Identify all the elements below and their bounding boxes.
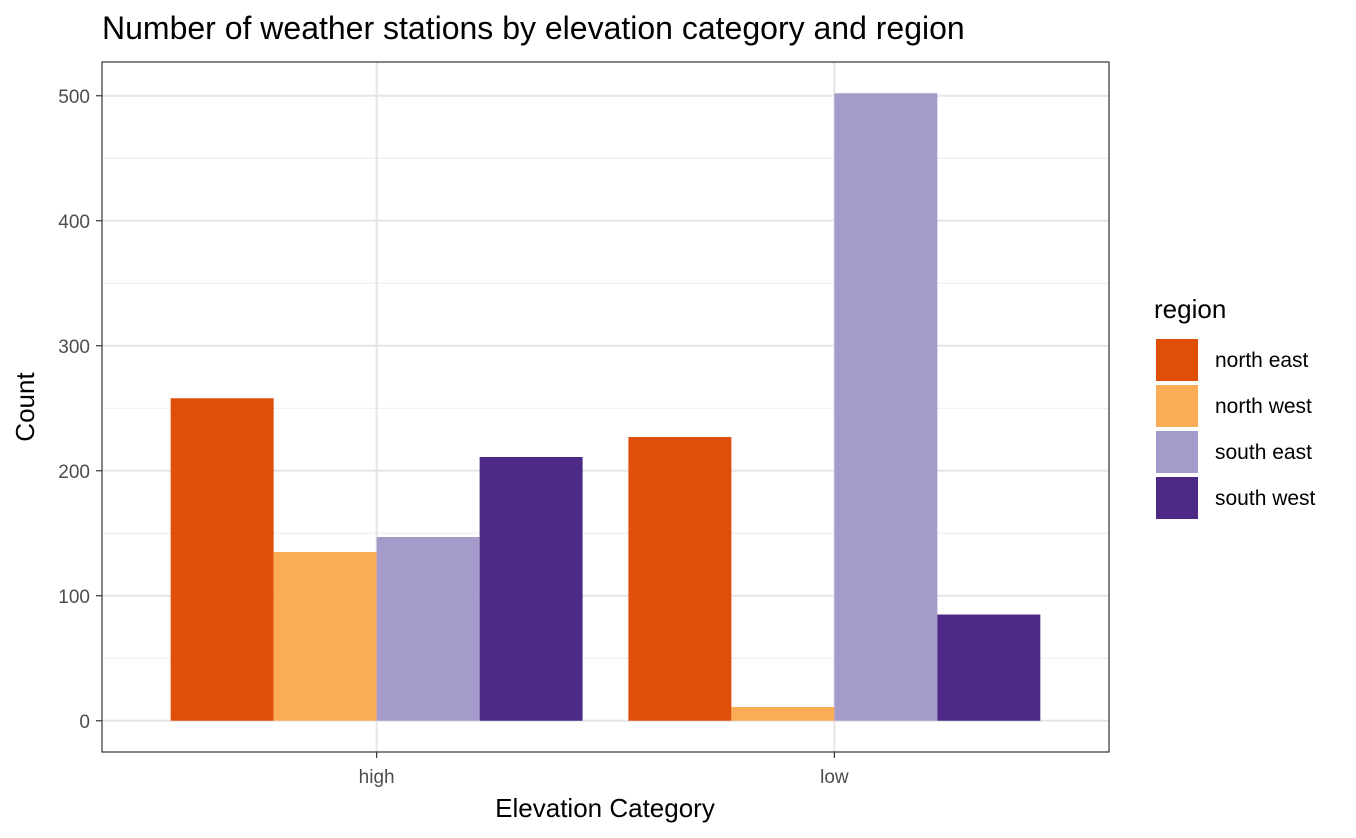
y-tick-label: 200 bbox=[58, 462, 90, 483]
bar-north-west-low bbox=[731, 707, 835, 721]
legend-key-south-east bbox=[1156, 431, 1198, 473]
legend-title: region bbox=[1154, 294, 1226, 324]
bar-south-east-high bbox=[376, 537, 480, 721]
bar-north-east-high bbox=[170, 398, 274, 721]
y-tick-label: 500 bbox=[58, 87, 90, 108]
bars bbox=[170, 93, 1041, 721]
legend-label: south west bbox=[1215, 487, 1316, 510]
y-axis-title: Count bbox=[10, 372, 40, 442]
plot-border bbox=[101, 61, 1110, 753]
legend-label: north east bbox=[1215, 349, 1309, 372]
chart-title: Number of weather stations by elevation … bbox=[102, 10, 965, 46]
y-tick-label: 400 bbox=[58, 212, 90, 233]
y-tick-label: 0 bbox=[79, 712, 90, 733]
bar-south-east-low bbox=[834, 93, 938, 721]
bar-north-west-high bbox=[273, 552, 377, 721]
x-axis-title: Elevation Category bbox=[495, 793, 715, 823]
x-tick-label: high bbox=[359, 767, 395, 788]
legend: region north east north west south east sou… bbox=[1154, 294, 1316, 519]
x-tick-label: low bbox=[820, 767, 849, 788]
x-axis: high low bbox=[359, 752, 849, 788]
legend-key-north-west bbox=[1156, 385, 1198, 427]
legend-key-south-west bbox=[1156, 477, 1198, 519]
bar-south-west-low bbox=[937, 614, 1041, 721]
y-tick-label: 300 bbox=[58, 337, 90, 358]
bar-south-west-high bbox=[479, 457, 583, 721]
legend-key-north-east bbox=[1156, 339, 1198, 381]
y-tick-label: 100 bbox=[58, 587, 90, 608]
y-axis: 0 100 200 300 400 500 bbox=[58, 87, 102, 733]
legend-label: south east bbox=[1215, 441, 1312, 464]
legend-label: north west bbox=[1215, 395, 1312, 418]
bar-north-east-low bbox=[628, 437, 732, 721]
